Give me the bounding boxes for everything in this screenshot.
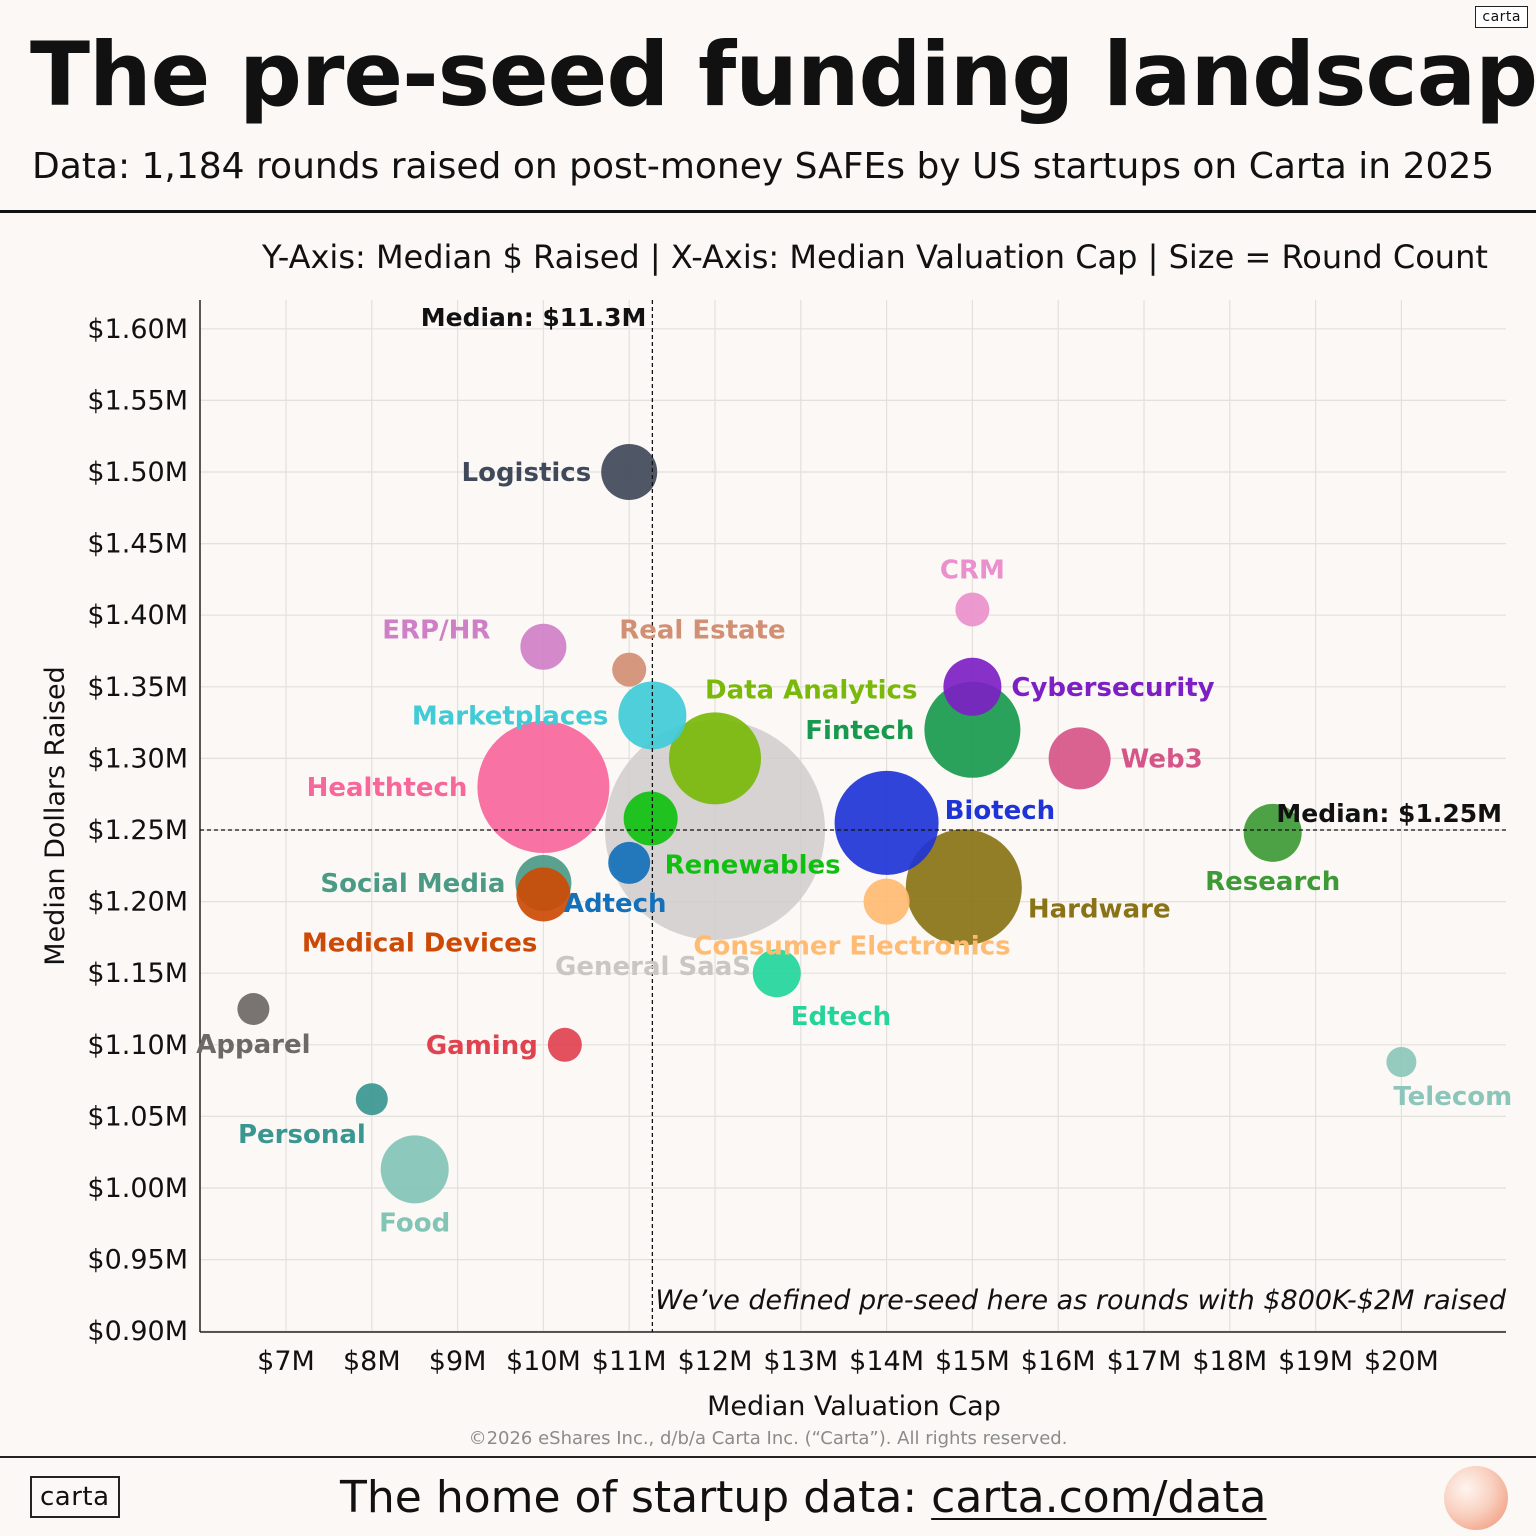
y-tick-label: $1.05M [87, 1101, 188, 1132]
x-tick-label: $9M [429, 1346, 487, 1377]
bubble-point [355, 1083, 388, 1116]
bubble-point [380, 1135, 449, 1204]
median-lines: Median: $11.3M Median: $1.25M [200, 300, 1506, 1332]
x-tick-label: $20M [1364, 1346, 1439, 1377]
y-tick-label: $1.30M [87, 743, 188, 774]
median-y-label: Median: $1.25M [1276, 799, 1502, 828]
x-tick-label: $15M [935, 1346, 1010, 1377]
copyright-notice: ©2026 eShares Inc., d/b/a Carta Inc. (“C… [468, 1428, 1068, 1449]
bubble-point [669, 712, 761, 805]
bubbles [237, 444, 1417, 1204]
bubble-point [955, 592, 990, 627]
bubble-point [623, 791, 678, 846]
y-tick-label: $0.95M [87, 1245, 188, 1276]
y-tick-label: $1.60M [87, 314, 188, 345]
bubble-point [1243, 803, 1302, 862]
bubble-label: Telecom [1393, 1082, 1512, 1112]
tick-labels: $7M $8M $9M $10M $11M $12M $13M $14M $15M $16M $17… [87, 314, 1438, 1377]
bubble-label: Cybersecurity [1011, 673, 1214, 703]
bubble-labels: General SaaS Healthtech Hardware Biotech Fin… [196, 458, 1512, 1238]
footer-divider [0, 1456, 1536, 1458]
bubble-label: Research [1205, 867, 1340, 897]
bubble-point [943, 657, 1002, 716]
bubble-point [863, 878, 910, 925]
bubble-label: CRM [940, 555, 1005, 585]
bubble-label: Web3 [1121, 744, 1203, 774]
x-tick-label: $11M [592, 1346, 667, 1377]
brand-logo-bottom: carta [30, 1476, 120, 1518]
y-tick-label: $1.40M [87, 600, 188, 631]
bubble-label: Consumer Electronics [693, 932, 1010, 962]
x-tick-label: $10M [506, 1346, 581, 1377]
brand-logo-top: carta [1475, 6, 1528, 28]
y-tick-label: $1.00M [87, 1173, 188, 1204]
bubble-label: Food [379, 1208, 450, 1238]
x-tick-label: $18M [1192, 1346, 1267, 1377]
bubble-point [612, 652, 647, 687]
bubble-label: Healthtech [307, 773, 468, 803]
page-subtitle: Data: 1,184 rounds raised on post-money … [32, 146, 1495, 187]
x-tick-label: $13M [763, 1346, 838, 1377]
bubble-label: Edtech [791, 1002, 891, 1032]
y-tick-label: $1.35M [87, 672, 188, 703]
bubble-point [608, 841, 651, 884]
axes-layer [199, 300, 1506, 1333]
bubble-point [601, 444, 658, 500]
bubble-point [547, 1027, 582, 1062]
y-tick-label: $1.15M [87, 958, 188, 989]
chart-subtitle: Y-Axis: Median $ Raised | X-Axis: Median… [262, 238, 1488, 276]
carta-data-link[interactable]: carta.com/data [931, 1472, 1267, 1523]
bubble-label: Marketplaces [412, 701, 609, 731]
header-divider [0, 210, 1536, 213]
bubble-point [1386, 1046, 1417, 1077]
y-tick-label: $1.10M [87, 1030, 188, 1061]
bubble-label: General SaaS [555, 952, 751, 982]
bubble-label: Real Estate [619, 616, 785, 646]
bubble-point [1048, 727, 1111, 790]
bubble-label: Apparel [196, 1030, 310, 1060]
bubble-label: Hardware [1028, 894, 1171, 924]
brand-orb-icon [1444, 1466, 1508, 1530]
bubble-label: Fintech [805, 716, 914, 746]
bubble-label: Personal [238, 1120, 366, 1150]
bubble-point [752, 949, 801, 998]
bubble-point [520, 623, 567, 670]
bubble-label: Medical Devices [302, 928, 538, 958]
bubble-point [477, 721, 610, 854]
bubble-label: ERP/HR [382, 616, 490, 646]
x-tick-label: $19M [1278, 1346, 1353, 1377]
bubble-label: Gaming [426, 1031, 538, 1061]
x-tick-label: $7M [257, 1346, 315, 1377]
bubble-label: Renewables [665, 851, 841, 881]
y-tick-label: $0.90M [87, 1316, 188, 1347]
x-axis-title: Median Valuation Cap [707, 1391, 1001, 1422]
bubble-point [237, 993, 270, 1025]
bubble-label: Logistics [462, 458, 592, 488]
median-x-label: Median: $11.3M [421, 303, 647, 332]
y-tick-label: $1.55M [87, 385, 188, 416]
x-tick-label: $17M [1107, 1346, 1182, 1377]
bubble-point [924, 681, 1021, 778]
y-tick-label: $1.25M [87, 815, 188, 846]
bubble-chart: $7M $8M $9M $10M $11M $12M $13M $14M $15M $16M $17… [40, 300, 1512, 1422]
footer-tagline: The home of startup data: carta.com/data [340, 1470, 1267, 1526]
bubble-point [834, 770, 939, 875]
bubble-label: Adtech [564, 889, 667, 919]
x-tick-label: $14M [849, 1346, 924, 1377]
bubble-label: Social Media [320, 869, 505, 899]
page-title: The pre-seed funding landscape [30, 23, 1536, 126]
y-tick-label: $1.45M [87, 529, 188, 560]
x-tick-label: $8M [343, 1346, 401, 1377]
y-axis-title: Median Dollars Raised [40, 666, 71, 965]
x-tick-label: $12M [678, 1346, 753, 1377]
x-tick-label: $16M [1021, 1346, 1096, 1377]
y-tick-label: $1.20M [87, 887, 188, 918]
bubble-point [905, 829, 1022, 946]
bubble-label: Biotech [945, 796, 1056, 826]
bubble-point [516, 867, 571, 922]
footer-tagline-prefix: The home of startup data: [340, 1472, 932, 1523]
y-tick-label: $1.50M [87, 457, 188, 488]
chart-annotation: We’ve defined pre-seed here as rounds wi… [655, 1285, 1507, 1316]
bubble-label: Data Analytics [705, 675, 917, 705]
